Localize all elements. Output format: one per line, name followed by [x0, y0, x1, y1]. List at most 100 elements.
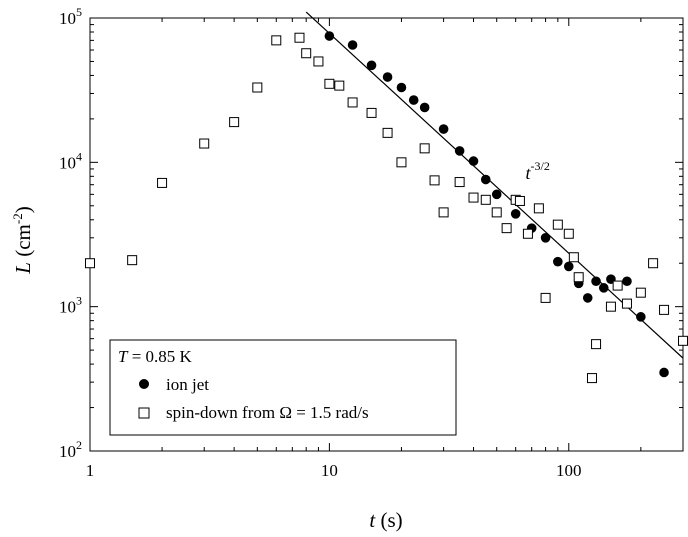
y-tick-label-exponent: 3 [76, 294, 82, 308]
ion-jet-point [553, 256, 563, 267]
spin-down-point [573, 272, 584, 283]
spin-down-point [157, 177, 168, 188]
ion-jet-point [408, 95, 419, 105]
data-marks [85, 31, 688, 384]
spin-down-point [568, 252, 579, 263]
spin-down-point [678, 335, 688, 346]
slope-annotation: t-3/2 [526, 159, 550, 183]
spin-down-point [552, 219, 563, 230]
spin-down-point [480, 194, 491, 205]
spin-down-point [635, 287, 646, 298]
spin-down-point [429, 175, 440, 186]
spin-down-point [294, 32, 305, 43]
ion-jet-point [324, 31, 335, 41]
legend: T = 0.85 K ion jet spin-down from Ω = 1.… [109, 339, 457, 436]
legend-title-rest: = 0.85 K [127, 347, 192, 366]
spin-down-point [324, 78, 335, 89]
spin-down-point [501, 223, 512, 234]
spin-down-point [382, 127, 393, 138]
legend-marker-ion-jet [139, 379, 149, 389]
spin-down-point [533, 203, 544, 214]
ion-jet-point [419, 102, 430, 113]
spin-down-point [514, 195, 525, 206]
spin-down-point [438, 207, 449, 218]
x-tick-label: 100 [556, 461, 582, 480]
ion-jet-point [366, 60, 377, 71]
axis-ticks [89, 17, 684, 452]
spin-down-point [419, 143, 430, 154]
y-tick-label-base: 10 [59, 298, 76, 317]
ion-jet-point [347, 40, 358, 50]
ion-jet-point [510, 208, 521, 219]
spin-down-point [334, 80, 345, 91]
legend-marker-spin-down [138, 407, 150, 419]
spin-down-point [454, 177, 465, 188]
ion-jet-point [540, 233, 551, 243]
spin-down-point [199, 138, 210, 149]
spin-down-point [522, 228, 533, 239]
y-tick-label-exponent: 5 [76, 5, 82, 19]
spin-down-point [491, 207, 502, 218]
ion-jet-point [636, 312, 646, 322]
x-tick-label: 10 [321, 461, 338, 480]
y-tick-label: 105 [59, 5, 82, 28]
spin-down-point [313, 56, 324, 67]
ion-jet-point [480, 174, 491, 185]
spin-down-point [85, 258, 95, 269]
spin-down-point [621, 298, 632, 309]
y-axis-title-rest: (cm [11, 224, 35, 262]
y-tick-label-base: 10 [59, 9, 76, 28]
fit-line [305, 11, 684, 359]
spin-down-point [612, 280, 623, 291]
spin-down-point [366, 107, 377, 118]
y-tick-label: 104 [59, 149, 82, 172]
y-axis-title-close: ) [11, 206, 35, 213]
spin-down-point [648, 258, 659, 269]
y-tick-label-exponent: 2 [76, 438, 82, 452]
slope-annotation-base: t [526, 163, 532, 183]
spin-down-point [540, 292, 551, 303]
x-axis-title-var: t [369, 508, 376, 532]
legend-title: T = 0.85 K [118, 347, 193, 366]
spin-down-point [591, 339, 602, 350]
plot-frame [89, 17, 684, 452]
ion-jet-point [491, 189, 502, 200]
x-axis-title: t (s) [369, 508, 402, 532]
spin-down-point [586, 373, 597, 384]
spin-down-point [468, 192, 479, 203]
spin-down-point [347, 97, 358, 108]
ion-jet-point [598, 283, 609, 293]
spin-down-point [271, 35, 282, 46]
y-tick-label-base: 10 [59, 442, 76, 461]
y-axis-title-var: L [11, 262, 35, 275]
x-axis-title-rest: (s) [375, 508, 402, 532]
slope-annotation-exponent: -3/2 [531, 159, 550, 173]
ion-jet-point [438, 124, 449, 134]
ion-jet-point [622, 276, 632, 287]
ion-jet-point [396, 82, 407, 93]
spin-down-point [301, 48, 312, 59]
ion-jet-point [382, 72, 393, 82]
legend-label-spin-down: spin-down from Ω = 1.5 rad/s [166, 403, 369, 422]
spin-down-point [396, 157, 407, 168]
ion-jet-point [454, 146, 465, 156]
legend-box [109, 339, 457, 436]
y-axis-title-exponent: -2 [10, 213, 25, 224]
ion-jet-point [591, 276, 601, 287]
x-tick-label: 1 [86, 461, 95, 480]
spin-down-point [252, 82, 263, 93]
ion-jet-point [582, 293, 593, 303]
ion-jet-point [563, 261, 574, 272]
legend-title-var: T [118, 347, 129, 366]
x-tick-labels: 1 10 100 [86, 461, 582, 480]
ion-jet-point [659, 367, 669, 378]
y-axis-title: L (cm-2) [10, 206, 35, 274]
spin-down-point [127, 255, 138, 266]
spin-down-point [563, 228, 574, 239]
legend-label-ion-jet: ion jet [166, 375, 209, 394]
y-tick-label: 103 [59, 294, 82, 317]
y-tick-label-base: 10 [59, 153, 76, 172]
y-tick-label: 102 [59, 438, 82, 461]
